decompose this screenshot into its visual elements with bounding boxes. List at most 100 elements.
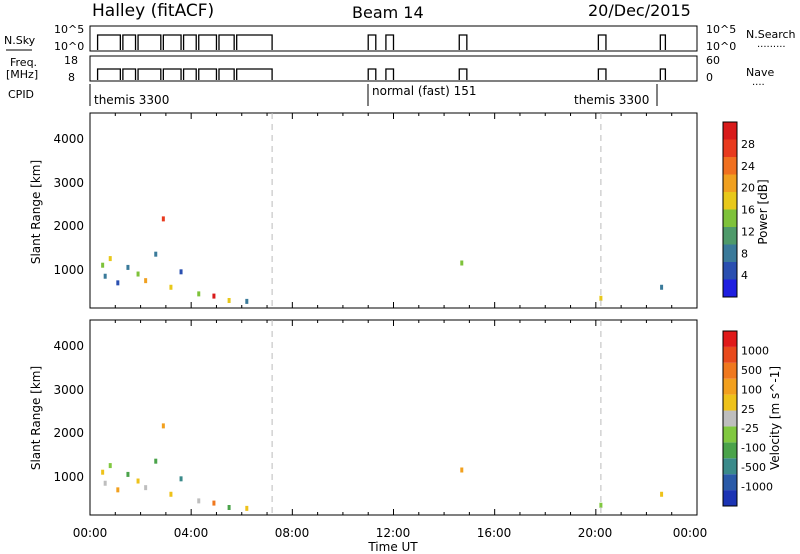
velocity-colorbar-tick-2: 100	[741, 383, 762, 396]
nsky-block-5	[198, 34, 218, 50]
power-mark-6	[144, 278, 148, 284]
freq-block-7	[236, 68, 273, 80]
nsky-label: N.Sky	[4, 34, 36, 47]
nsky-block-3	[162, 34, 182, 50]
velocity-colorbar-tick-5: -100	[741, 442, 766, 455]
velocity-mark-6	[144, 485, 148, 491]
power-swatch-1	[723, 262, 737, 280]
cpid-segment-3: themis 3300	[574, 93, 649, 107]
velocity-swatch-3	[723, 442, 737, 459]
freq-block-9	[385, 68, 395, 80]
power-mark-7	[154, 251, 158, 257]
power-mark-4	[126, 264, 130, 270]
velocity-y-tick-3000: 3000	[53, 383, 84, 397]
power-colorbar-tick-5: 24	[741, 160, 755, 173]
power-swatch-4	[723, 209, 737, 227]
power-swatch-2	[723, 244, 737, 262]
power-colorbar-label: Power [dB]	[756, 179, 770, 244]
velocity-mark-4	[126, 471, 130, 477]
power-swatch-0	[723, 279, 737, 297]
power-mark-11	[197, 291, 201, 297]
power-colorbar-tick-3: 16	[741, 204, 755, 217]
time-tick-12: 12:00	[376, 526, 411, 540]
nsky-block-11	[597, 34, 607, 50]
nave-label: Nave	[746, 66, 774, 79]
power-mark-14	[245, 298, 249, 304]
freq-block-4	[182, 68, 197, 80]
freq-trace	[96, 68, 667, 80]
velocity-colorbar-tick-3: 25	[741, 403, 755, 416]
cpid-label: CPID	[8, 88, 34, 101]
power-colorbar-tick-4: 20	[741, 182, 755, 195]
velocity-mark-12	[212, 500, 216, 506]
velocity-colorbar-tick-6: -500	[741, 461, 766, 474]
nsky-block-12	[659, 34, 667, 50]
freq-tick-high: 18	[64, 54, 78, 67]
freq-block-0	[96, 68, 121, 80]
velocity-panel: Slant Range [km] 1000 2000 3000 4000	[29, 319, 698, 516]
nsky-block-0	[96, 34, 121, 50]
power-colorbar-tick-6: 28	[741, 138, 755, 151]
time-tick-20: 20:00	[578, 526, 613, 540]
cpid-segment-2: normal (fast) 151	[372, 84, 476, 98]
velocity-mark-11	[197, 498, 201, 504]
power-mark-0	[101, 262, 105, 268]
freq-block-11	[597, 68, 607, 80]
nsky-block-6	[218, 34, 235, 50]
nsky-block-10	[458, 34, 468, 50]
power-y-tick-4000: 4000	[53, 132, 84, 146]
velocity-mark-17	[660, 491, 664, 497]
velocity-swatch-8	[723, 362, 737, 379]
time-tick-4: 04:00	[174, 526, 209, 540]
station-title: Halley (fitACF)	[92, 1, 214, 21]
power-data-marks	[101, 113, 664, 308]
power-swatch-7	[723, 157, 737, 175]
velocity-frame	[89, 319, 698, 516]
power-colorbar-tick-2: 12	[741, 225, 755, 238]
nsky-tick-low: 10^0	[54, 40, 84, 53]
time-tick-0: 00:00	[73, 526, 108, 540]
freq-unit-label: [MHz]	[6, 68, 38, 81]
velocity-colorbar-ticks: 1000 500 100 25 -25 -100 -500 -1000	[741, 344, 773, 493]
freq-block-2	[137, 68, 162, 80]
power-colorbar: Power [dB] 4 8 12 16 20 24 28	[722, 121, 770, 298]
nave-dotted-key: ····	[752, 80, 765, 91]
nsearch-tick-high: 10^5	[706, 23, 736, 36]
freq-block-10	[458, 68, 468, 80]
nsky-frame	[89, 25, 698, 52]
power-y-axis-label: Slant Range [km]	[29, 160, 43, 264]
power-swatch-9	[723, 122, 737, 140]
freq-block-3	[162, 68, 182, 80]
power-mark-13	[227, 298, 231, 303]
velocity-swatch-9	[723, 346, 737, 363]
velocity-swatch-4	[723, 426, 737, 443]
velocity-swatch-6	[723, 394, 737, 411]
velocity-colorbar-swatches	[723, 331, 737, 506]
velocity-colorbar-tick-1: 500	[741, 364, 762, 377]
velocity-swatch-2	[723, 458, 737, 475]
velocity-mark-14	[245, 505, 249, 511]
velocity-y-axis-label: Slant Range [km]	[29, 366, 43, 470]
power-colorbar-tick-0: 4	[741, 269, 748, 282]
nsky-block-4	[182, 34, 197, 50]
velocity-colorbar-tick-7: -1000	[741, 481, 773, 494]
freq-frame	[89, 55, 698, 82]
velocity-y-tick-2000: 2000	[53, 426, 84, 440]
velocity-colorbar-label: Velocity [m s^-1]	[768, 366, 782, 470]
freq-block-6	[218, 68, 235, 80]
power-y-tick-3000: 3000	[53, 176, 84, 190]
time-tick-16: 16:00	[477, 526, 512, 540]
velocity-mark-7	[154, 458, 158, 464]
beam-label: Beam 14	[352, 3, 424, 22]
power-mark-8	[161, 216, 165, 222]
velocity-mark-3	[116, 487, 120, 493]
power-mark-16	[599, 295, 603, 301]
time-tick-8: 08:00	[275, 526, 310, 540]
nsky-block-8	[367, 34, 377, 50]
velocity-y-tick-1000: 1000	[53, 470, 84, 484]
velocity-swatch-10	[723, 331, 737, 347]
freq-panel: Freq. [MHz] 18 8 60 0 Nave ····	[6, 54, 774, 91]
power-mark-17	[660, 284, 664, 290]
power-panel: Slant Range [km] 1000 2000 3000 4000	[29, 112, 698, 309]
freq-label: Freq.	[10, 56, 37, 69]
